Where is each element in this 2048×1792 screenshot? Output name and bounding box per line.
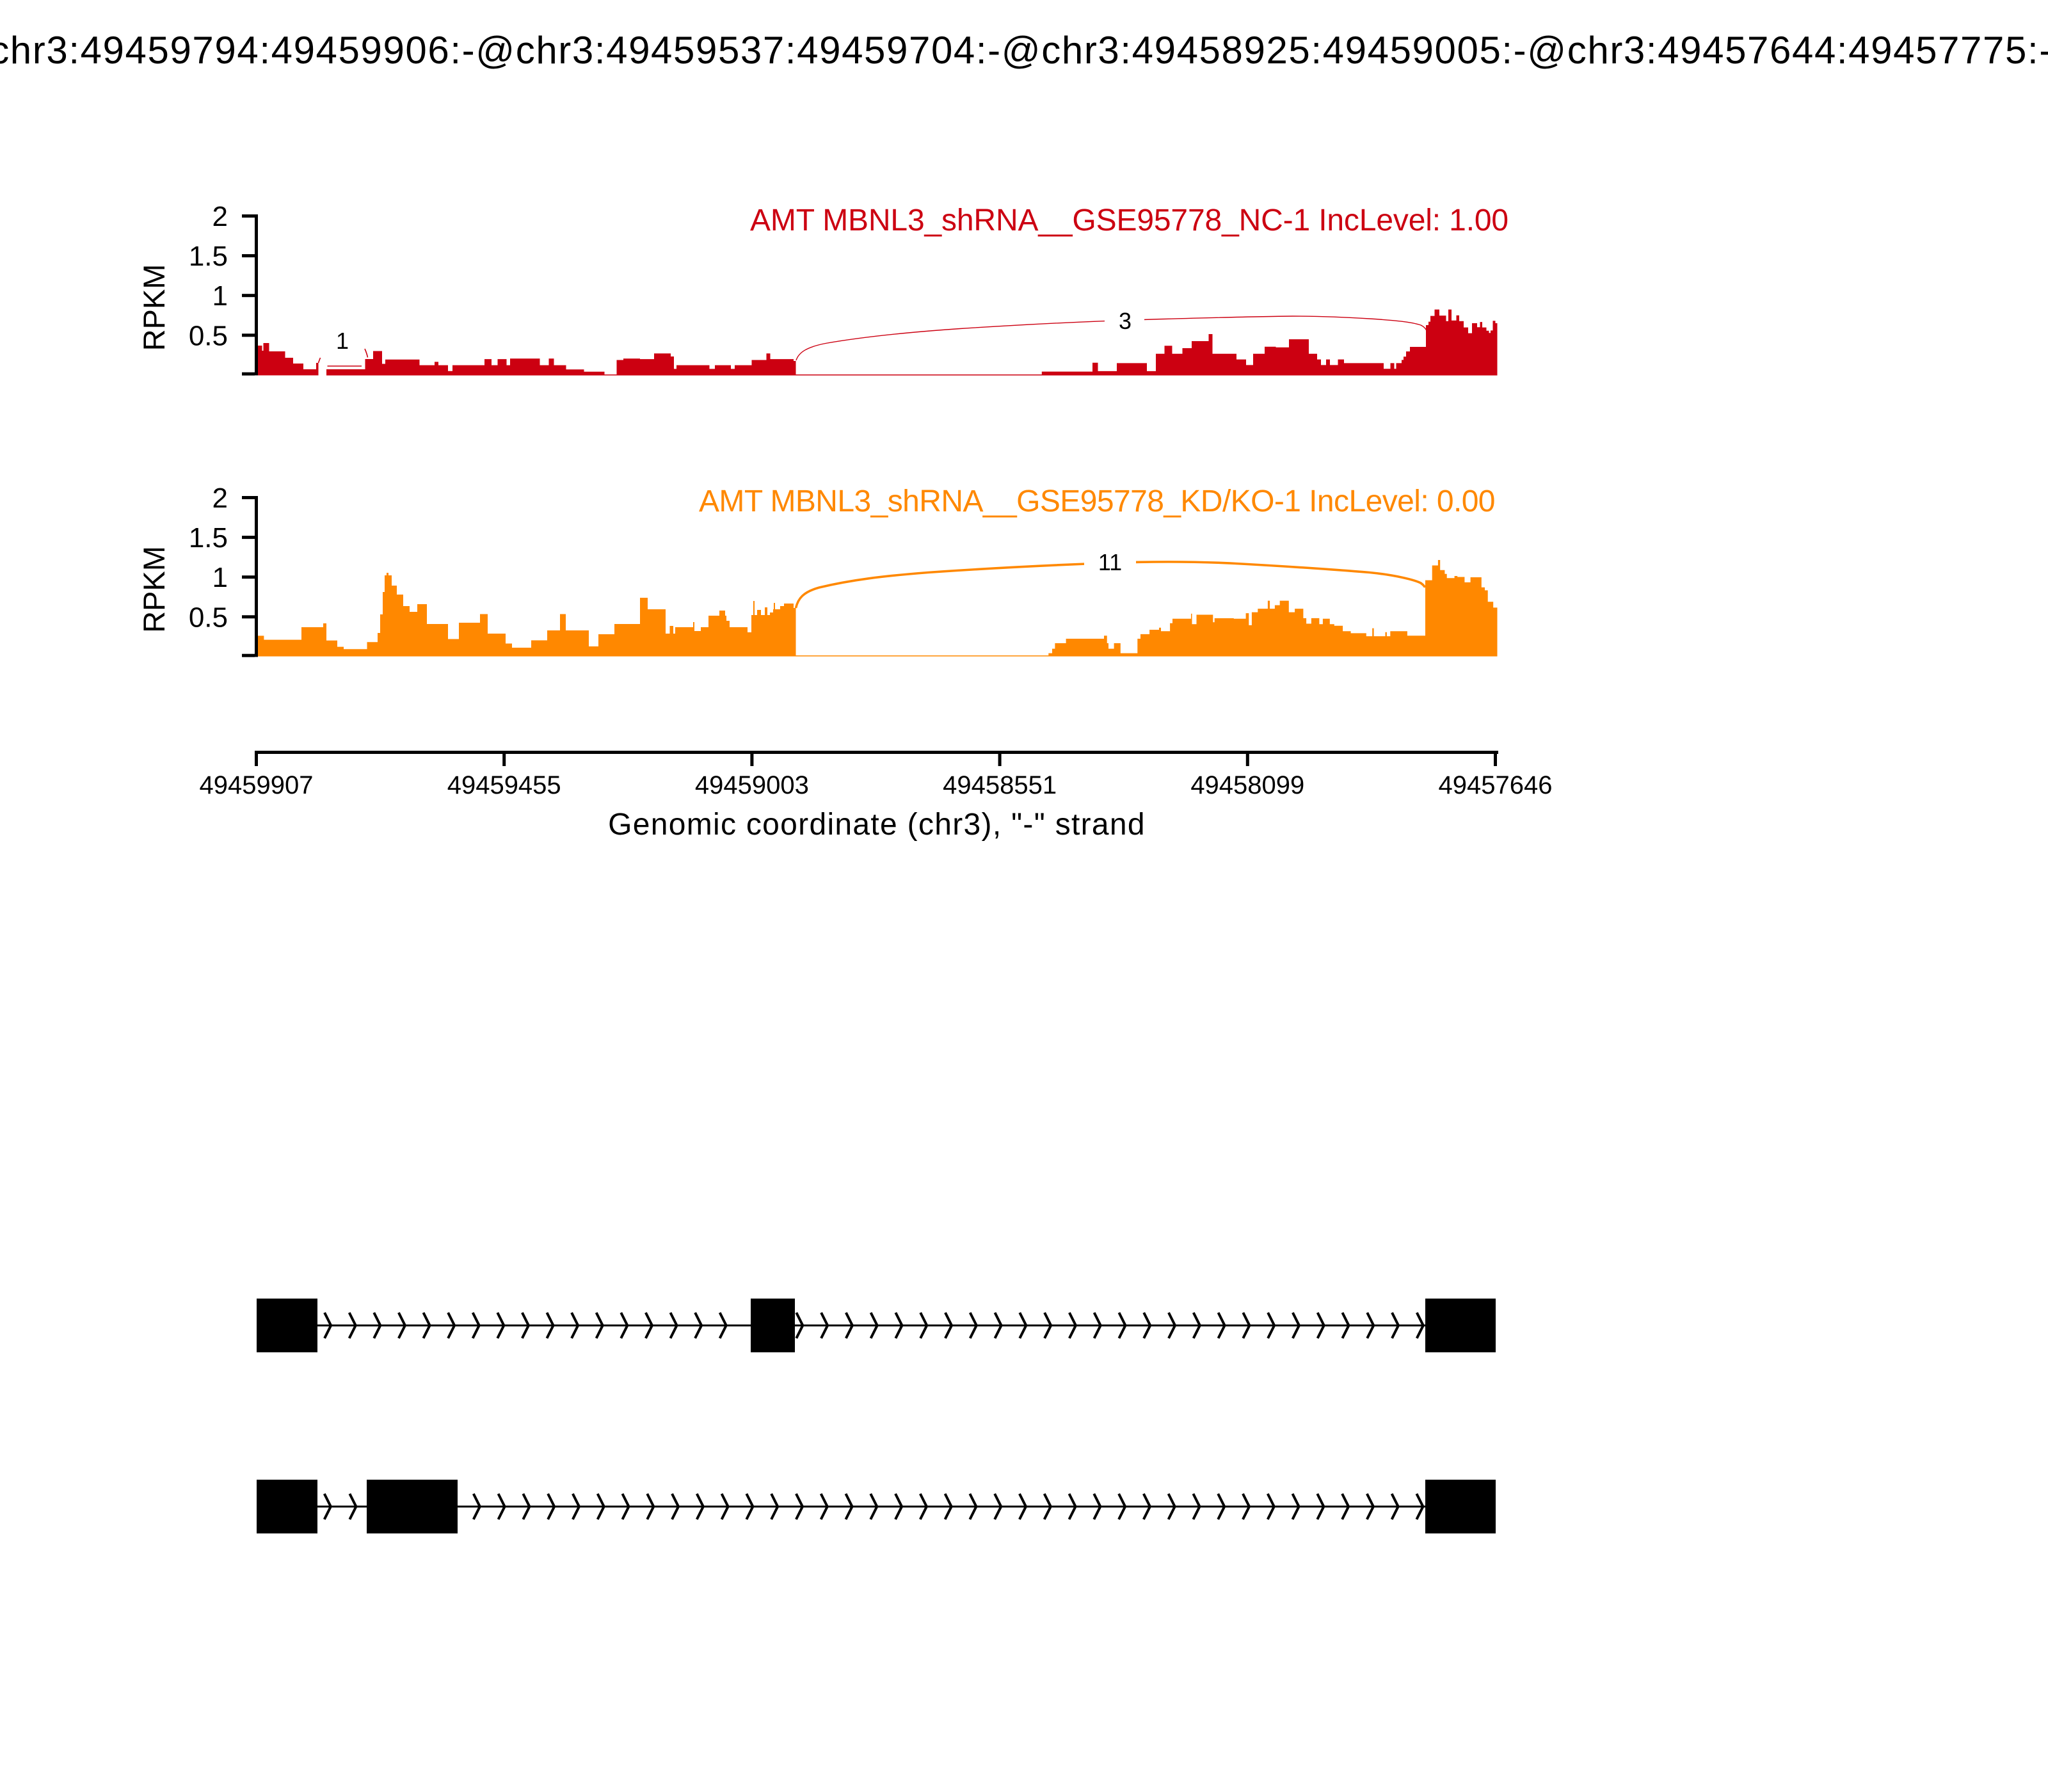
svg-text:11: 11	[1098, 549, 1122, 575]
svg-text:AMT MBNL3_shRNA__GSE95778_NC-1: AMT MBNL3_shRNA__GSE95778_NC-1 IncLevel:…	[750, 204, 1508, 237]
svg-text:49458099: 49458099	[1190, 771, 1304, 799]
svg-text:1: 1	[212, 562, 228, 593]
svg-text:3: 3	[1119, 308, 1132, 334]
svg-text:AMT MBNL3_shRNA__GSE95778_KD/K: AMT MBNL3_shRNA__GSE95778_KD/KO-1 IncLev…	[699, 484, 1495, 518]
svg-text:49457646: 49457646	[1439, 771, 1553, 799]
svg-text:1: 1	[336, 328, 349, 354]
svg-text:RPKM: RPKM	[137, 264, 171, 351]
svg-text:49459907: 49459907	[200, 771, 314, 799]
svg-text:chr3:49459794:49459906:-@chr3:: chr3:49459794:49459906:-@chr3:49459537:4…	[0, 29, 2048, 72]
svg-text:Genomic coordinate (chr3), "-": Genomic coordinate (chr3), "-" strand	[608, 808, 1146, 842]
svg-text:RPKM: RPKM	[137, 546, 171, 633]
svg-text:2: 2	[212, 483, 228, 514]
svg-text:1.5: 1.5	[189, 241, 228, 272]
svg-text:2: 2	[212, 201, 228, 232]
svg-text:49459003: 49459003	[695, 771, 809, 799]
svg-text:1.5: 1.5	[189, 522, 228, 554]
svg-text:49458551: 49458551	[943, 771, 1057, 799]
svg-text:0.5: 0.5	[189, 602, 228, 633]
svg-text:49459455: 49459455	[447, 771, 561, 799]
svg-text:1: 1	[212, 280, 228, 312]
svg-text:0.5: 0.5	[189, 320, 228, 351]
